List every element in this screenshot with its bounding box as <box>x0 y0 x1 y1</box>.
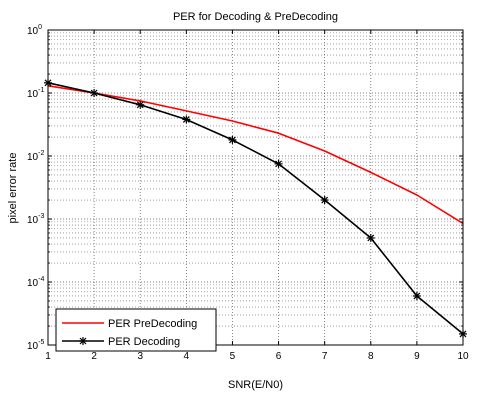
data-point <box>90 89 99 97</box>
data-point <box>274 159 283 168</box>
marker-stroke <box>275 160 282 168</box>
data-point <box>136 100 145 109</box>
y-tick-label: 10-1 <box>27 87 44 100</box>
marker-stroke <box>413 292 421 300</box>
marker-stroke <box>367 234 375 242</box>
y-tick-label: 10-5 <box>27 339 44 352</box>
marker-stroke <box>321 196 329 204</box>
x-tick-label: 3 <box>137 351 143 362</box>
marker-stroke <box>136 101 144 109</box>
y-tick-label: 100 <box>27 24 42 37</box>
y-tick-label: 10-4 <box>27 276 44 289</box>
data-point <box>228 135 237 144</box>
x-tick-label: 1 <box>45 351 51 362</box>
x-tick-label: 8 <box>368 351 374 362</box>
data-point <box>366 233 375 242</box>
legend-marker <box>79 337 87 345</box>
x-tick-label: 6 <box>276 351 282 362</box>
x-tick-label: 7 <box>322 351 328 362</box>
series-line-per-predecoding <box>47 85 464 225</box>
y-axis-label: pixel error rate <box>7 153 19 224</box>
x-tick-label: 9 <box>414 351 420 362</box>
x-tick-label: 4 <box>184 351 190 362</box>
series-layer <box>44 78 467 338</box>
data-point <box>182 115 191 124</box>
legend: PER PreDecoding PER Decoding <box>55 308 217 352</box>
marker-stroke <box>90 89 98 97</box>
x-tick-label: 5 <box>230 351 236 362</box>
data-point <box>320 196 329 205</box>
legend-label: PER PreDecoding <box>108 318 197 330</box>
x-axis-label: SNR(E/N0) <box>228 379 283 391</box>
y-tick-label: 10-2 <box>27 150 44 163</box>
marker-stroke <box>182 116 190 123</box>
x-tick-label: 10 <box>457 351 469 362</box>
x-tick-label: 2 <box>91 351 97 362</box>
axes-box <box>47 29 464 346</box>
chart-title: PER for Decoding & PreDecoding <box>173 11 338 23</box>
y-tick-label: 10-3 <box>27 213 44 226</box>
series-line-per-decoding <box>47 82 464 335</box>
grid-lines <box>47 29 464 346</box>
legend-label: PER Decoding <box>108 336 180 348</box>
marker-stroke <box>79 337 87 345</box>
marker-stroke <box>229 136 236 144</box>
data-point <box>412 291 421 300</box>
